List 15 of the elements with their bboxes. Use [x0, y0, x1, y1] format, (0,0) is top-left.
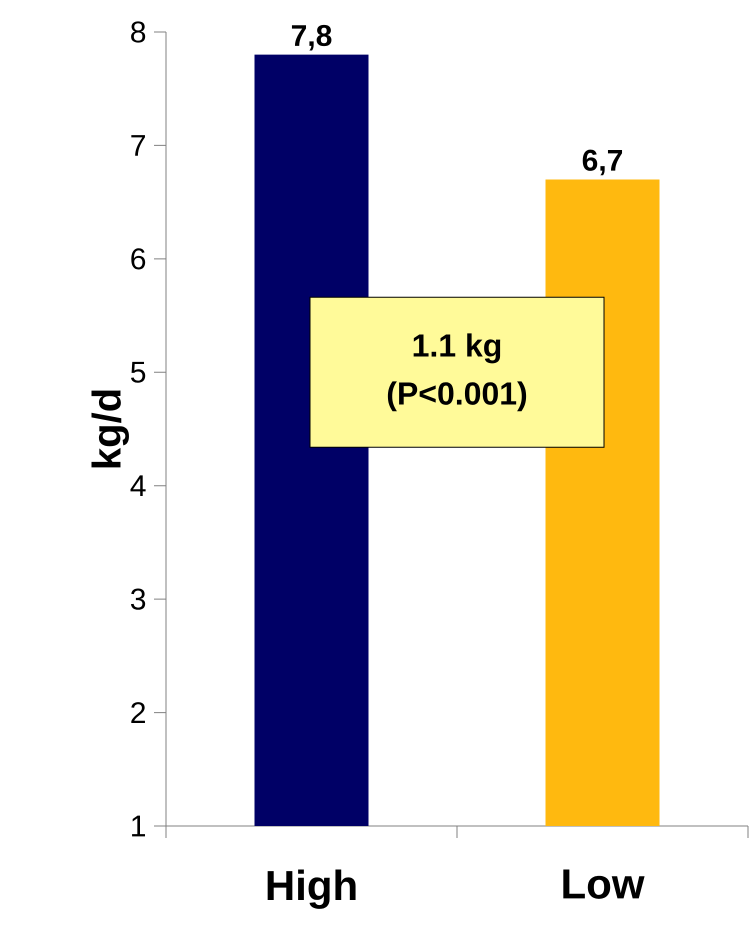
y-tick-label: 4 — [130, 475, 146, 496]
y-tick-label: 7 — [131, 135, 145, 156]
data-label: 6,7 — [582, 150, 622, 176]
y-tick-label: 5 — [131, 362, 146, 383]
x-tick-label: High — [268, 870, 356, 909]
annotation: 1.1 kg — [414, 333, 500, 364]
y-tick-label: 6 — [131, 248, 146, 270]
y-axis-title: kg/d — [91, 390, 129, 468]
data-label: 7,8 — [292, 24, 332, 50]
y-tick-label: 3 — [130, 588, 146, 610]
annotation: (P<0.001) — [388, 381, 526, 412]
x-tick-label: Low — [563, 870, 645, 899]
y-tick-label: 8 — [131, 21, 146, 43]
y-tick-label: 2 — [131, 702, 145, 724]
y-tick-label: 1 — [132, 816, 146, 836]
